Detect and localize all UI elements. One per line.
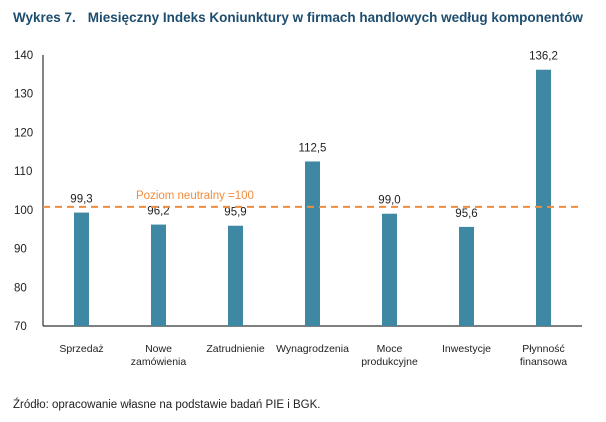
data-label: 136,2 xyxy=(529,51,558,63)
data-label: 95,6 xyxy=(455,208,477,220)
bar xyxy=(151,224,166,326)
x-tick-label: finansowa xyxy=(520,356,567,368)
y-tick-label: 130 xyxy=(14,89,33,101)
bar xyxy=(459,226,474,326)
reference-line-label: Poziom neutralny =100 xyxy=(136,190,254,202)
x-tick-label: zamówienia xyxy=(131,356,187,368)
x-tick-label: Zatrudnienie xyxy=(206,343,265,355)
data-label: 99,0 xyxy=(378,195,400,207)
x-tick-label: produkcyjne xyxy=(361,356,418,368)
source-note: Źródło: opracowanie własne na podstawie … xyxy=(13,399,321,411)
data-label: 112,5 xyxy=(299,142,327,154)
bar xyxy=(228,225,243,326)
y-tick-label: 70 xyxy=(14,321,27,333)
x-tick-label: Wynagrodzenia xyxy=(276,343,349,355)
bar xyxy=(74,212,89,326)
y-tick-label: 140 xyxy=(14,50,33,62)
y-tick-label: 110 xyxy=(14,166,32,178)
data-label: 99,3 xyxy=(70,194,92,206)
y-tick-label: 120 xyxy=(14,127,33,139)
x-tick-label: Płynność xyxy=(522,343,565,355)
chart-title-text: Miesięczny Indeks Koniunktury w firmach … xyxy=(87,10,583,25)
data-label: 95,9 xyxy=(224,207,246,219)
data-label: 96,2 xyxy=(147,206,169,218)
x-tick-label: Nowe xyxy=(145,343,172,355)
x-tick-label: Moce xyxy=(377,343,403,355)
y-tick-label: 80 xyxy=(14,282,27,294)
chart-number: Wykres 7. xyxy=(13,10,76,25)
chart-title: Wykres 7. Miesięczny Indeks Koniunktury w… xyxy=(13,10,583,25)
x-tick-label: Inwestycje xyxy=(442,343,491,355)
y-tick-label: 100 xyxy=(14,205,33,217)
bar xyxy=(536,69,551,326)
x-tick-label: Sprzedaż xyxy=(59,343,103,355)
bar xyxy=(382,213,397,326)
y-tick-label: 90 xyxy=(14,244,27,256)
bar xyxy=(305,161,320,326)
